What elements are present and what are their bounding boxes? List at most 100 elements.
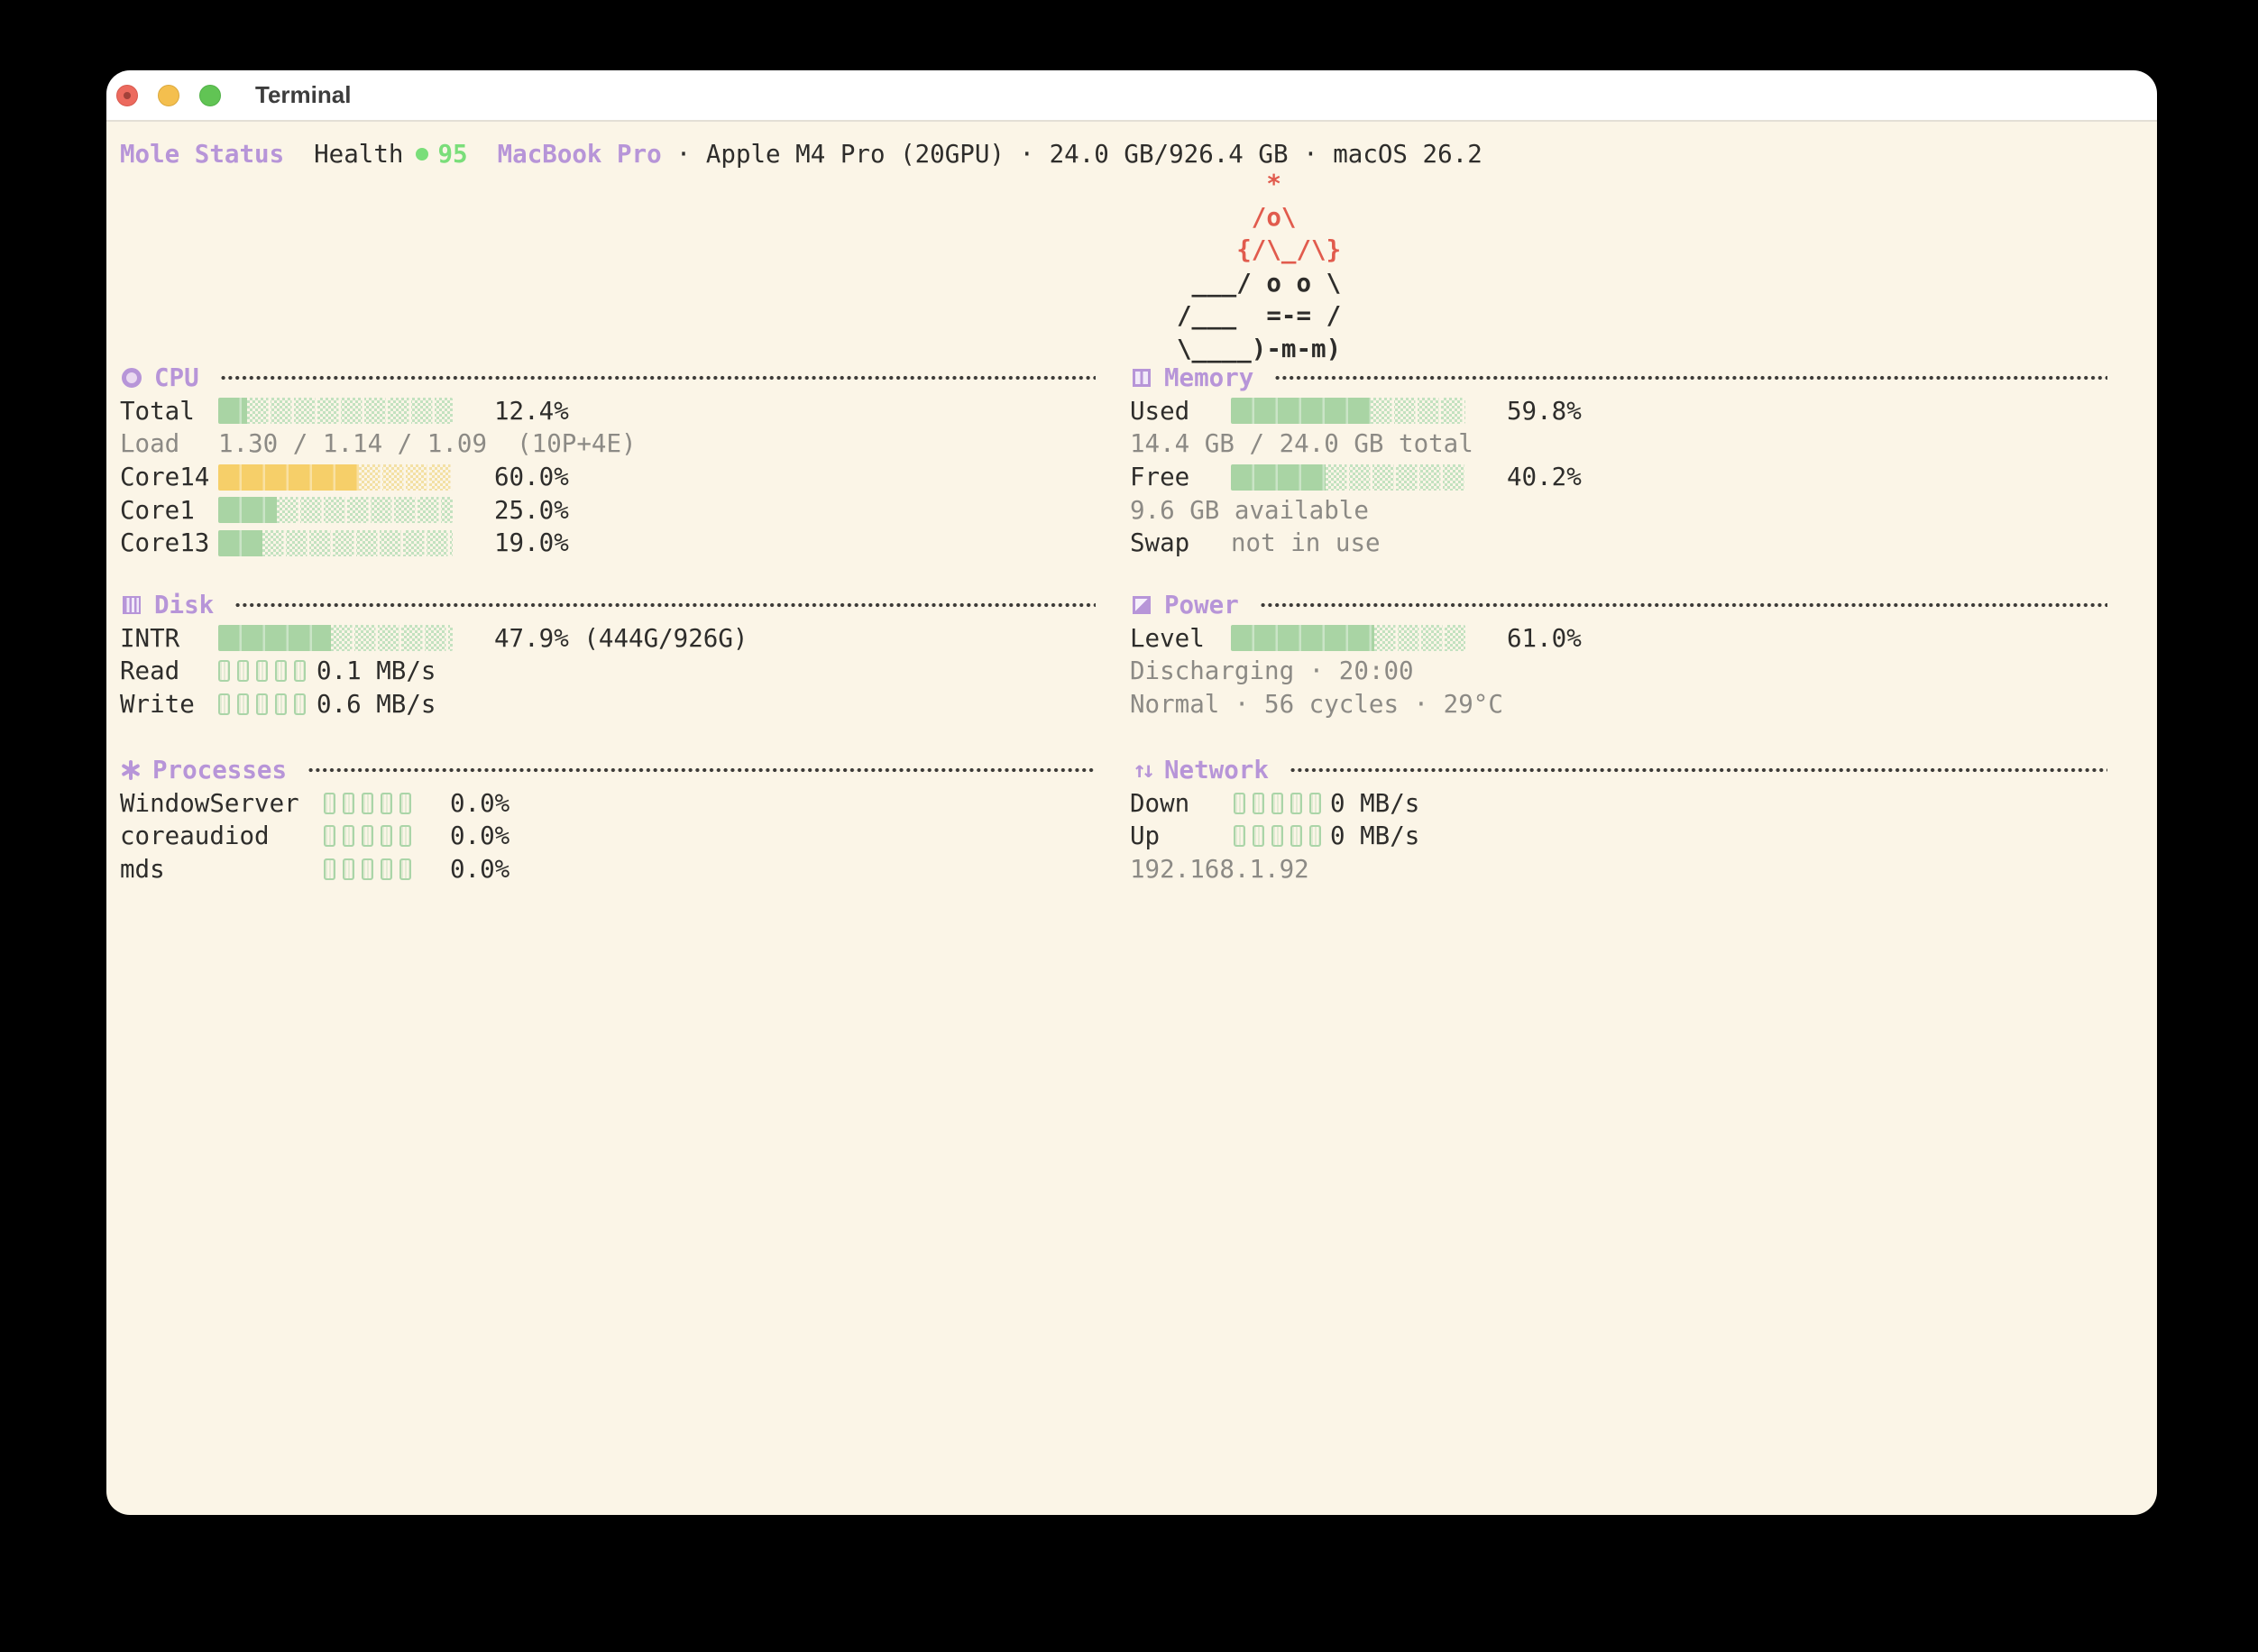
metric-row-swap: Swap not in use xyxy=(1130,527,2107,560)
metric-value: 12.4% xyxy=(494,396,569,426)
metric-row-down: Down 0 MB/s xyxy=(1130,787,2107,821)
process-cpu: 0.0% xyxy=(450,788,510,818)
traffic-lights xyxy=(116,85,221,106)
mini-meter xyxy=(324,792,411,814)
metric-value: 0 MB/s xyxy=(1330,821,1420,851)
dotted-divider xyxy=(1275,375,2107,381)
metric-value: 0.6 MB/s xyxy=(317,690,436,720)
metric-text: Normal · 56 cycles · 29°C xyxy=(1130,690,1503,720)
section-cpu: CPU Total 12.4% Load 1.30 / 1.14 / 1.09 … xyxy=(120,362,1096,560)
terminal-window: Terminal Mole Status Health 95 MacBook P… xyxy=(106,70,2157,1515)
section-header: Processes xyxy=(120,754,1096,787)
metric-row-up: Up 0 MB/s xyxy=(1130,820,2107,853)
close-button[interactable] xyxy=(116,85,138,106)
section-power: Power Level 61.0% Discharging · 20:00 No… xyxy=(1130,589,2107,720)
metric-row-core1: Core1 25.0% xyxy=(120,493,1096,527)
dotted-divider xyxy=(1260,602,2107,609)
info-row: 14.4 GB / 24.0 GB total xyxy=(1130,427,2107,461)
metric-label: Core1 xyxy=(120,495,195,525)
cpu-ring-icon xyxy=(120,366,143,390)
host-name: MacBook Pro xyxy=(497,139,662,169)
process-name: mds xyxy=(120,855,165,885)
power-halfsquare-icon xyxy=(1130,593,1153,617)
metric-label: Read xyxy=(120,656,180,686)
process-cpu: 0.0% xyxy=(450,855,510,885)
info-row: Discharging · 20:00 xyxy=(1130,655,2107,688)
usage-bar xyxy=(1231,398,1465,425)
usage-bar xyxy=(218,398,453,425)
asterisk-icon xyxy=(120,759,142,781)
metric-row-level: Level 61.0% xyxy=(1130,622,2107,656)
metric-row-read: Read 0.1 MB/s xyxy=(120,655,1096,688)
metric-text: not in use xyxy=(1231,528,1381,558)
usage-bar xyxy=(218,497,453,524)
metric-row-core13: Core13 19.0% xyxy=(120,527,1096,560)
usage-bar xyxy=(1231,463,1465,491)
metric-value: 40.2% xyxy=(1507,463,1582,492)
mole-art-bottom: ___/ o o \ /___ =-= / \____)-m-m) xyxy=(1177,268,1342,363)
memory-square-icon xyxy=(1130,366,1153,390)
metric-text: 14.4 GB / 24.0 GB total xyxy=(1130,429,1473,459)
metric-row-load: Load 1.30 / 1.14 / 1.09 (10P+4E) xyxy=(120,427,1096,461)
metric-label: Down xyxy=(1130,788,1190,818)
section-title: Power xyxy=(1164,591,1239,620)
mini-meter xyxy=(218,693,306,716)
metric-label: Free xyxy=(1130,463,1190,492)
section-title: Processes xyxy=(152,756,288,785)
process-cpu: 0.0% xyxy=(450,821,510,851)
section-header: CPU xyxy=(120,362,1096,395)
minimize-button[interactable] xyxy=(158,85,179,106)
process-row: coreaudiod 0.0% xyxy=(120,820,1096,853)
mole-art-top: * /o\ {/\_/\} xyxy=(1236,170,1342,265)
mini-meter xyxy=(324,825,411,848)
section-processes: Processes WindowServer 0.0% coreaudiod 0… xyxy=(120,754,1096,886)
info-row: 192.168.1.92 xyxy=(1130,853,2107,886)
titlebar: Terminal xyxy=(106,70,2157,122)
section-header: Memory xyxy=(1130,362,2107,395)
metric-label: Swap xyxy=(1130,528,1190,558)
mini-meter xyxy=(1234,792,1321,814)
dotted-divider xyxy=(308,767,1096,774)
up-down-arrows-icon: ↑↓ xyxy=(1132,756,1155,783)
dotted-divider xyxy=(1290,767,2107,774)
metric-value: 0.1 MB/s xyxy=(317,656,436,686)
usage-bar xyxy=(218,463,453,491)
health-label: Health xyxy=(314,139,404,169)
health-score: 95 xyxy=(437,139,468,169)
status-line: Mole Status Health 95 MacBook Pro · Appl… xyxy=(120,137,1482,170)
metric-label: Level xyxy=(1130,623,1205,653)
mole-ascii-art: * /o\ {/\_/\} ___/ o o \ /___ =-= / \___… xyxy=(1177,168,1341,366)
metric-label: Up xyxy=(1130,821,1161,851)
process-name: WindowServer xyxy=(120,788,299,818)
zoom-button[interactable] xyxy=(199,85,221,106)
metric-value: 19.0% xyxy=(494,528,569,558)
process-name: coreaudiod xyxy=(120,821,270,851)
section-disk: Disk INTR 47.9% (444G/926G) Read 0.1 MB/… xyxy=(120,589,1096,720)
metric-value: 0 MB/s xyxy=(1330,788,1420,818)
metric-text: 9.6 GB available xyxy=(1130,495,1369,525)
metric-row-free: Free 40.2% xyxy=(1130,461,2107,494)
metric-label: Core14 xyxy=(120,463,210,492)
metric-label: Write xyxy=(120,690,195,720)
system-info: · Apple M4 Pro (20GPU) · 24.0 GB/926.4 G… xyxy=(675,139,1482,169)
metric-label: Used xyxy=(1130,396,1190,426)
dotted-divider xyxy=(235,602,1096,609)
mini-meter xyxy=(218,660,306,683)
metric-value: 47.9% (444G/926G) xyxy=(494,623,748,653)
app-name: Mole Status xyxy=(120,139,285,169)
metric-row-write: Write 0.6 MB/s xyxy=(120,688,1096,721)
usage-bar xyxy=(1231,625,1465,652)
usage-bar xyxy=(218,529,453,556)
metric-value: 61.0% xyxy=(1507,623,1582,653)
window-title: Terminal xyxy=(255,81,352,108)
section-header: Power xyxy=(1130,589,2107,622)
terminal-content[interactable]: Mole Status Health 95 MacBook Pro · Appl… xyxy=(106,122,2157,1515)
health-dot-icon xyxy=(416,147,429,161)
process-row: WindowServer 0.0% xyxy=(120,787,1096,821)
metric-label: Core13 xyxy=(120,528,210,558)
usage-bar xyxy=(218,625,453,652)
metric-label: INTR xyxy=(120,623,180,653)
section-header: Disk xyxy=(120,589,1096,622)
metric-text: Discharging · 20:00 xyxy=(1130,656,1414,686)
